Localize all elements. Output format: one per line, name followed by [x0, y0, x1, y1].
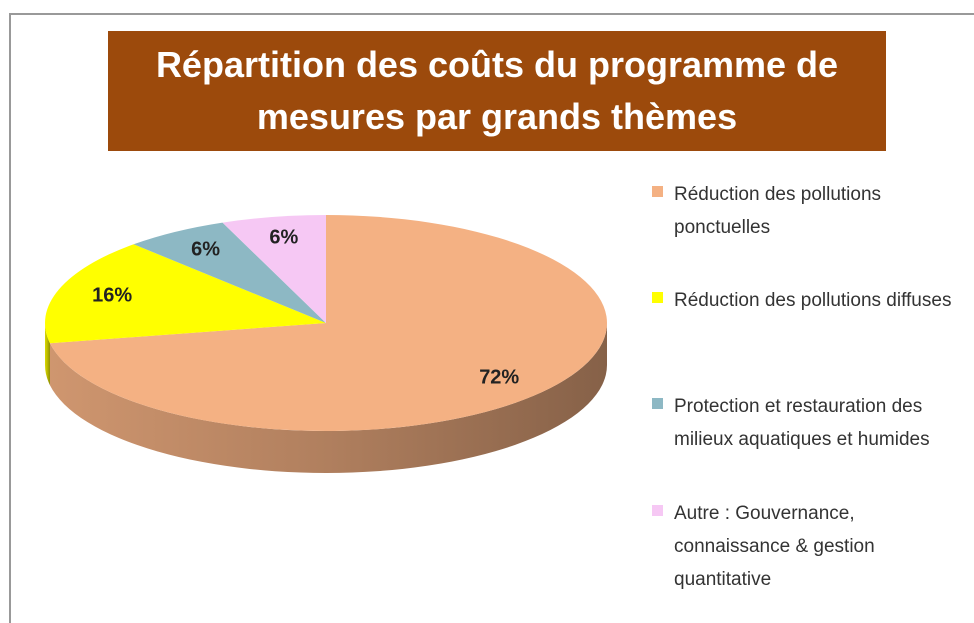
- data-label: 72%: [479, 366, 519, 388]
- legend-swatch: [652, 292, 663, 303]
- data-label: 16%: [92, 285, 132, 307]
- slice: [45, 244, 327, 344]
- legend-swatch: [652, 398, 663, 409]
- legend-item: Protection et restauration des milieux a…: [650, 390, 970, 456]
- legend-swatch: [652, 186, 663, 197]
- slice: [49, 215, 608, 431]
- legend-item: Réduction des pollutions diffuses: [650, 284, 970, 317]
- slice-side: [45, 323, 50, 386]
- legend-label: Réduction des pollutions ponctuelles: [674, 184, 882, 238]
- slice: [222, 215, 326, 323]
- data-label: 6%: [191, 238, 220, 260]
- legend-swatch: [652, 505, 663, 516]
- legend-item: Autre : Gouvernance, connaissance & gest…: [650, 497, 970, 596]
- legend-item: Réduction des pollutions ponctuelles: [650, 178, 970, 244]
- legend-label: Protection et restauration des milieux a…: [674, 396, 930, 450]
- data-label: 6%: [269, 226, 298, 248]
- legend-label: Réduction des pollutions diffuses: [674, 290, 952, 311]
- slice: [133, 222, 326, 323]
- frame: [9, 13, 974, 623]
- chart-title: Répartition des coûts du programme de me…: [108, 31, 886, 151]
- slice-side: [49, 323, 607, 474]
- legend-label: Autre : Gouvernance, connaissance & gest…: [674, 503, 875, 590]
